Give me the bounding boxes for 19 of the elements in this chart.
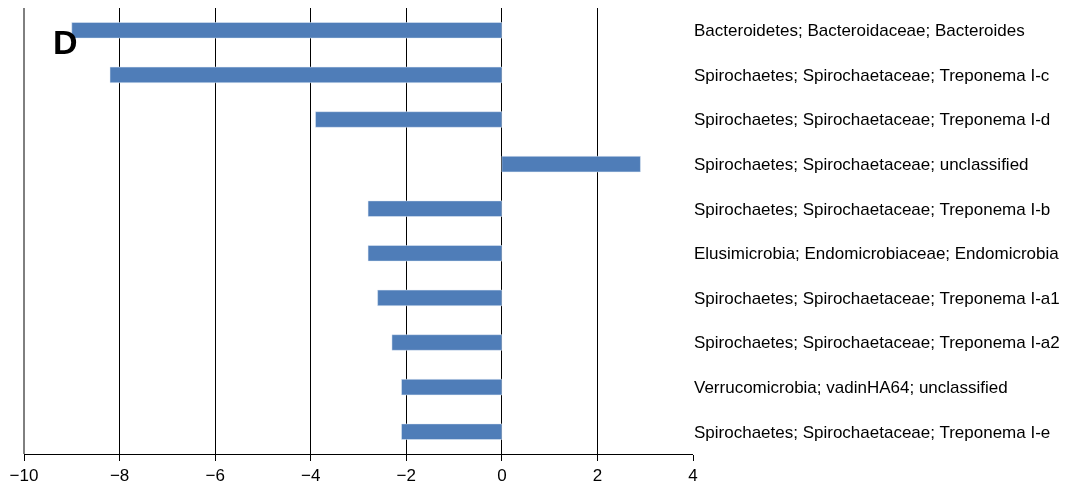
- x-tick-label: −4: [301, 466, 321, 486]
- y-tick-label: Spirochaetes; Spirochaetaceae; Treponema I-c: [694, 65, 1050, 85]
- y-tick-label: Spirochaetes; Spirochaetaceae; Treponema I-a2: [694, 333, 1060, 353]
- y-tick-label: Spirochaetes; Spirochaetaceae; Treponema I-a1: [694, 288, 1060, 308]
- x-tick-label: −8: [109, 466, 130, 486]
- y-tick-label: Spirochaetes; Spirochaetaceae; Treponema I-b: [694, 199, 1051, 219]
- y-tick-label: Elusimicrobia; Endomicrobiaceae; Endomicrobia: [694, 244, 1060, 264]
- x-tick-label: 4: [688, 466, 698, 486]
- x-tick-label: −10: [9, 466, 39, 486]
- x-tick-label: −2: [396, 466, 416, 486]
- annotation: D: [53, 23, 78, 61]
- y-tick-label: Verrucomicrobia; vadinHA64; unclassified: [694, 378, 1008, 398]
- x-tick-label: −6: [205, 466, 225, 486]
- y-tick-label: Spirochaetes; Spirochaetaceae; unclassified: [694, 155, 1029, 175]
- y-tick-label: Bacteroidetes; Bacteroidaceae; Bacteroides: [694, 21, 1025, 41]
- y-tick-label: Spirochaetes; Spirochaetaceae; Treponema I-d: [694, 110, 1051, 130]
- x-tick-label: 2: [592, 466, 603, 486]
- x-tick-label: 0: [497, 466, 507, 486]
- y-tick-label: Spirochaetes; Spirochaetaceae; Treponema I-e: [694, 422, 1051, 442]
